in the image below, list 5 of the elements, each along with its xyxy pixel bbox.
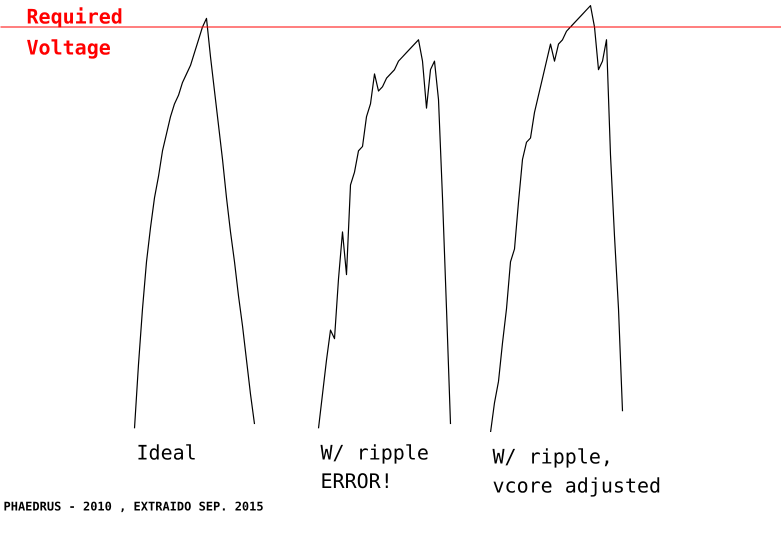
series-label: W/ ripple ERROR!	[320, 440, 429, 494]
series-label: W/ ripple, vcore adjusted	[492, 444, 662, 498]
series-label: Ideal	[136, 440, 197, 464]
text: PHAEDRUS - 2010 , EXTRAIDO SEP. 2015	[4, 500, 264, 514]
ref-line-label: Required Voltage	[26, 4, 123, 60]
